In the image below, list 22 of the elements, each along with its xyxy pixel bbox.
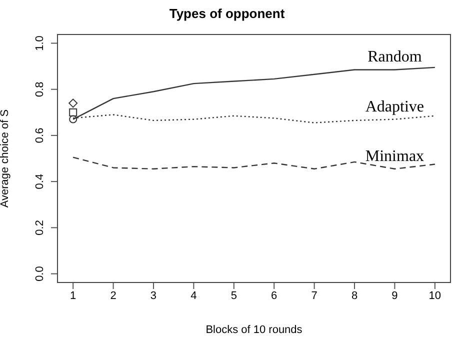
y-tick-label: 0.6 [34,128,46,144]
x-tick-label: 3 [150,290,157,302]
x-tick-label: 5 [230,290,237,302]
x-tick-label: 9 [392,290,398,302]
x-tick-label: 8 [351,290,358,302]
y-tick-label: 0.4 [34,174,46,190]
series-label: Minimax [365,148,424,165]
y-axis-title: Average choice of S [0,109,11,208]
y-tick-label: 0.8 [34,82,46,97]
x-tick-label: 7 [311,290,318,302]
x-tick-label: 1 [70,290,76,302]
x-tick-label: 4 [190,290,197,302]
series-label: Random [368,48,422,66]
series-label: Adaptive [365,98,424,116]
y-tick-label: 0.2 [34,220,46,236]
x-tick-label: 6 [271,290,278,302]
x-tick-label: 10 [428,290,442,302]
y-tick-label: 1.0 [34,36,46,51]
chart-title: Types of opponent [168,6,286,21]
x-axis-title: Blocks of 10 rounds [206,324,303,336]
x-tick-label: 2 [110,290,116,302]
y-tick-label: 0.0 [34,266,46,282]
